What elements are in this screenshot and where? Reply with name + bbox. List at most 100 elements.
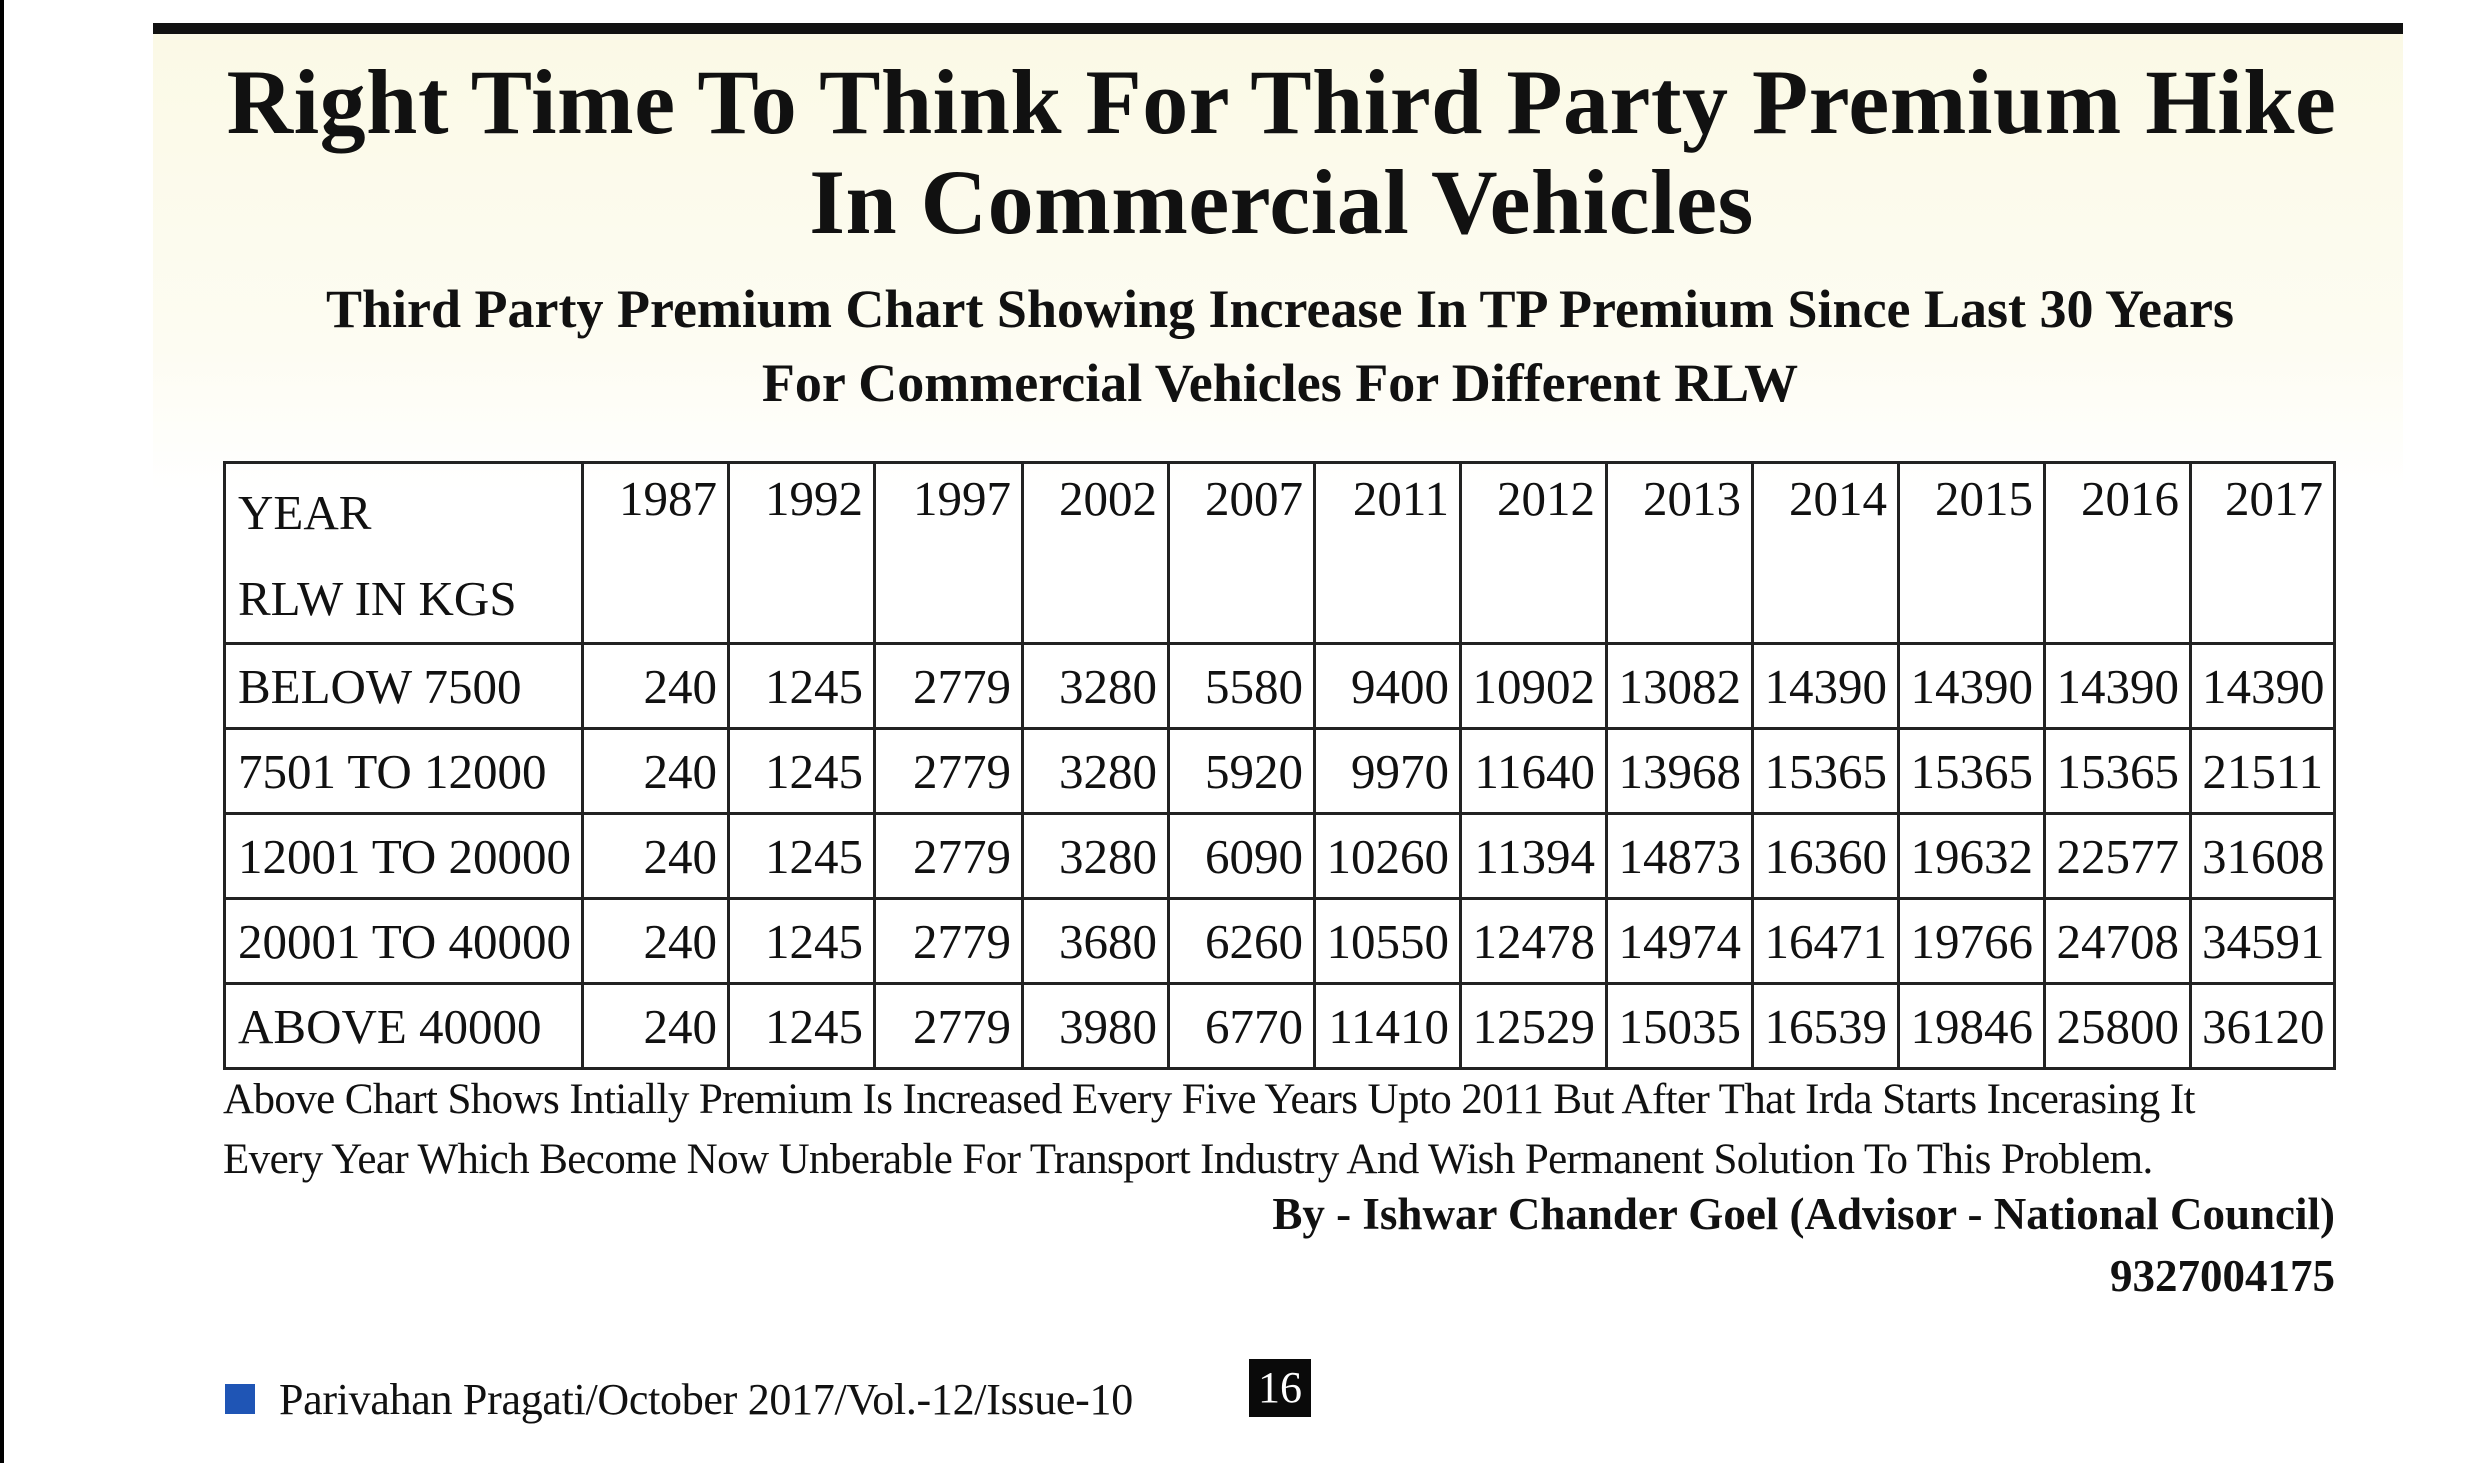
header-rlw-label: RLW IN KGS [238, 571, 517, 626]
premium-value-cell: 6770 [1167, 982, 1316, 1070]
page-number: 16 [1249, 1359, 1311, 1417]
premium-value-cell: 240 [581, 727, 730, 815]
rlw-range-cell: ABOVE 40000 [223, 982, 584, 1070]
year-header-cell: 2014 [1751, 461, 1900, 645]
top-divider-rule [153, 23, 2403, 34]
premium-value-cell: 16539 [1751, 982, 1900, 1070]
table-row: BELOW 7500 240 1245 2779 3280 5580 9400 10902 13… [223, 642, 2336, 730]
premium-value-cell: 11640 [1459, 727, 1608, 815]
premium-value-cell: 11410 [1313, 982, 1462, 1070]
header-row: YEAR RLW IN KGS 1987 1992 1997 2002 2007 2011 20… [223, 461, 2336, 645]
premium-value-cell: 14390 [1897, 642, 2046, 730]
premium-value-cell: 15365 [1897, 727, 2046, 815]
rlw-range-cell: 7501 TO 12000 [223, 727, 584, 815]
header-year-label: YEAR [238, 485, 372, 540]
table-row: 7501 TO 12000 240 1245 2779 3280 5920 9970 1164… [223, 727, 2336, 815]
year-header-cell: 1987 [581, 461, 730, 645]
year-header-cell: 2016 [2043, 461, 2192, 645]
premium-value-cell: 24708 [2043, 897, 2192, 985]
premium-value-cell: 36120 [2189, 982, 2336, 1070]
premium-value-cell: 14390 [1751, 642, 1900, 730]
premium-value-cell: 15365 [1751, 727, 1900, 815]
rlw-range-cell: 20001 TO 40000 [223, 897, 584, 985]
premium-value-cell: 9970 [1313, 727, 1462, 815]
premium-value-cell: 12529 [1459, 982, 1608, 1070]
page-footer: Parivahan Pragati/October 2017/Vol.-12/I… [225, 1364, 1133, 1434]
year-header-cell: 2012 [1459, 461, 1608, 645]
header-label-cell: YEAR RLW IN KGS [223, 461, 584, 645]
premium-table: YEAR RLW IN KGS 1987 1992 1997 2002 2007 2011 20… [223, 461, 2336, 1070]
premium-value-cell: 15365 [2043, 727, 2192, 815]
footer-square-icon [225, 1384, 255, 1414]
premium-value-cell: 12478 [1459, 897, 1608, 985]
premium-value-cell: 3680 [1021, 897, 1170, 985]
premium-value-cell: 16471 [1751, 897, 1900, 985]
premium-value-cell: 11394 [1459, 812, 1608, 900]
rlw-range-cell: BELOW 7500 [223, 642, 584, 730]
premium-value-cell: 19846 [1897, 982, 2046, 1070]
article-title: Right Time To Think For Third Party Prem… [160, 52, 2403, 252]
title-line-1: Right Time To Think For Third Party Prem… [226, 51, 2337, 153]
table-row: 20001 TO 40000 240 1245 2779 3680 6260 10550 12… [223, 897, 2336, 985]
author-block: By - Ishwar Chander Goel (Advisor - Nati… [223, 1183, 2335, 1307]
note-line-2: Every Year Which Become Now Unberable Fo… [223, 1136, 2153, 1183]
article-subtitle: Third Party Premium Chart Showing Increa… [200, 272, 2360, 420]
premium-value-cell: 3280 [1021, 642, 1170, 730]
premium-value-cell: 3280 [1021, 812, 1170, 900]
premium-value-cell: 3280 [1021, 727, 1170, 815]
rlw-range-cell: 12001 TO 20000 [223, 812, 584, 900]
premium-value-cell: 13082 [1605, 642, 1754, 730]
premium-value-cell: 240 [581, 812, 730, 900]
premium-value-cell: 31608 [2189, 812, 2336, 900]
premium-value-cell: 13968 [1605, 727, 1754, 815]
premium-value-cell: 1245 [727, 642, 876, 730]
premium-value-cell: 6090 [1167, 812, 1316, 900]
premium-value-cell: 14390 [2189, 642, 2336, 730]
year-header-cell: 2002 [1021, 461, 1170, 645]
premium-value-cell: 14974 [1605, 897, 1754, 985]
premium-value-cell: 6260 [1167, 897, 1316, 985]
year-header-cell: 2011 [1313, 461, 1462, 645]
premium-value-cell: 2779 [873, 982, 1024, 1070]
year-header-cell: 2013 [1605, 461, 1754, 645]
premium-value-cell: 19766 [1897, 897, 2046, 985]
premium-value-cell: 25800 [2043, 982, 2192, 1070]
premium-value-cell: 10550 [1313, 897, 1462, 985]
premium-value-cell: 2779 [873, 812, 1024, 900]
premium-value-cell: 1245 [727, 727, 876, 815]
year-header-cell: 2015 [1897, 461, 2046, 645]
premium-value-cell: 22577 [2043, 812, 2192, 900]
title-line-2: In Commercial Vehicles [809, 151, 1754, 253]
premium-value-cell: 14390 [2043, 642, 2192, 730]
premium-value-cell: 10902 [1459, 642, 1608, 730]
table-row: ABOVE 40000 240 1245 2779 3980 6770 11410 12529… [223, 982, 2336, 1070]
year-header-cell: 1997 [873, 461, 1024, 645]
premium-value-cell: 9400 [1313, 642, 1462, 730]
left-margin-rule [0, 0, 4, 1463]
note-line-1: Above Chart Shows Intially Premium Is In… [223, 1076, 2196, 1123]
premium-value-cell: 240 [581, 982, 730, 1070]
premium-value-cell: 15035 [1605, 982, 1754, 1070]
premium-value-cell: 16360 [1751, 812, 1900, 900]
premium-value-cell: 1245 [727, 982, 876, 1070]
premium-value-cell: 2779 [873, 897, 1024, 985]
author-byline: By - Ishwar Chander Goel (Advisor - Nati… [1272, 1189, 2335, 1239]
premium-value-cell: 3980 [1021, 982, 1170, 1070]
year-header-cell: 2017 [2189, 461, 2336, 645]
premium-value-cell: 240 [581, 897, 730, 985]
table-row: 12001 TO 20000 240 1245 2779 3280 6090 10260 11… [223, 812, 2336, 900]
premium-value-cell: 1245 [727, 812, 876, 900]
premium-value-cell: 2779 [873, 642, 1024, 730]
premium-value-cell: 34591 [2189, 897, 2336, 985]
author-phone: 9327004175 [2110, 1251, 2335, 1301]
premium-value-cell: 2779 [873, 727, 1024, 815]
subtitle-line-2: For Commercial Vehicles For Different RL… [761, 353, 1799, 413]
year-header-cell: 1992 [727, 461, 876, 645]
premium-value-cell: 5580 [1167, 642, 1316, 730]
subtitle-line-1: Third Party Premium Chart Showing Increa… [326, 279, 2234, 339]
premium-value-cell: 21511 [2189, 727, 2336, 815]
year-header-cell: 2007 [1167, 461, 1316, 645]
premium-value-cell: 19632 [1897, 812, 2046, 900]
publication-info: Parivahan Pragati/October 2017/Vol.-12/I… [279, 1374, 1133, 1424]
premium-value-cell: 5920 [1167, 727, 1316, 815]
